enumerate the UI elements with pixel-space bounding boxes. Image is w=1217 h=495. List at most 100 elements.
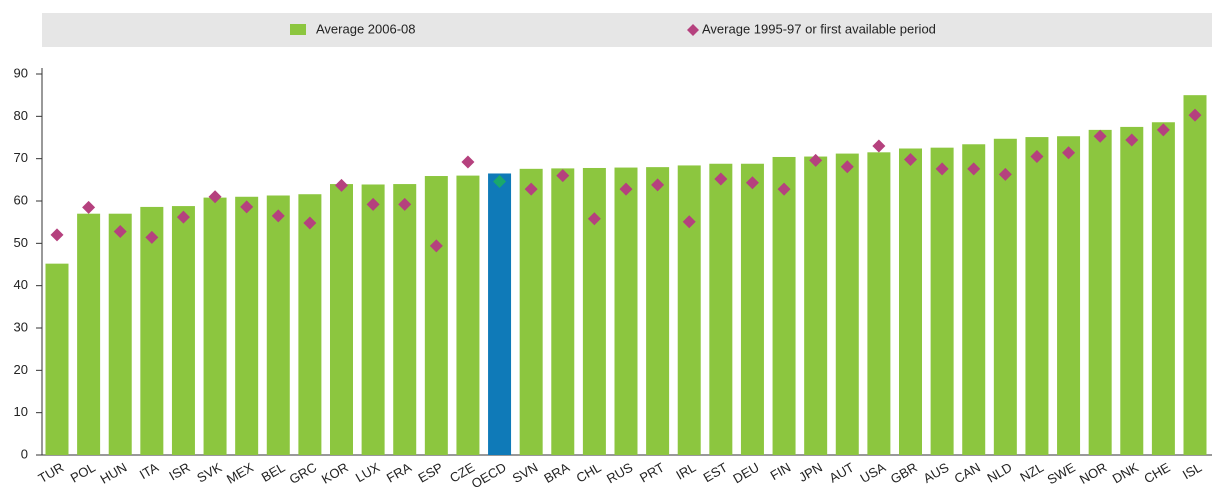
- x-tick-label: OECD: [469, 460, 509, 492]
- x-tick-label: FIN: [768, 460, 794, 483]
- marker: [50, 228, 64, 242]
- bar: [77, 213, 101, 455]
- x-tick-label: ITA: [137, 459, 161, 482]
- x-tick-label: CHL: [574, 460, 604, 486]
- marker: [651, 178, 665, 192]
- marker: [82, 200, 96, 214]
- marker: [1030, 150, 1044, 164]
- x-tick-label: RUS: [604, 459, 636, 486]
- bar: [519, 168, 543, 455]
- x-tick-label: KOR: [319, 460, 351, 487]
- bar: [266, 195, 290, 455]
- bar: [930, 147, 954, 455]
- bar: [614, 167, 638, 455]
- marker: [493, 175, 507, 189]
- y-tick-label: 10: [14, 404, 28, 419]
- marker: [1156, 123, 1170, 137]
- y-tick-label: 60: [14, 192, 28, 207]
- bar: [1088, 129, 1112, 455]
- bar: [298, 194, 322, 455]
- bar: [867, 152, 891, 456]
- x-tick-label: NOR: [1077, 460, 1110, 487]
- x-tick-label: CHE: [1141, 459, 1173, 486]
- bar: [330, 184, 353, 456]
- bar: [140, 206, 164, 455]
- bar: [772, 156, 796, 455]
- marker: [714, 172, 728, 186]
- marker: [619, 182, 633, 196]
- marker: [998, 167, 1012, 181]
- y-tick-label: 0: [21, 446, 28, 461]
- x-tick-label: FRA: [384, 459, 414, 485]
- x-tick-label: AUT: [826, 460, 856, 486]
- bar: [1183, 95, 1207, 456]
- marker: [1188, 108, 1202, 122]
- x-tick-label: EST: [701, 460, 730, 486]
- marker: [967, 162, 981, 176]
- bar: [1057, 136, 1081, 456]
- bar: [1120, 126, 1144, 456]
- bar: [709, 163, 733, 455]
- marker: [524, 182, 538, 196]
- y-tick-label: 70: [14, 150, 28, 165]
- bar: [108, 213, 132, 455]
- x-tick-label: NLD: [985, 460, 1015, 486]
- x-tick-label: ESP: [416, 460, 446, 486]
- x-tick-label: ISR: [166, 460, 192, 484]
- y-tick-label: 30: [14, 319, 28, 334]
- marker: [1093, 129, 1107, 143]
- x-tick-label: SWE: [1045, 459, 1078, 487]
- y-tick-label: 40: [14, 277, 28, 292]
- y-tick-label: 50: [14, 235, 28, 250]
- bar: [488, 173, 512, 455]
- bar: [45, 263, 69, 455]
- x-tick-label: USA: [857, 459, 888, 486]
- x-tick-label: LUX: [353, 459, 383, 485]
- legend-label: Average 2006-08: [316, 21, 416, 36]
- bar: [899, 148, 922, 456]
- marker: [176, 210, 190, 224]
- x-tick-label: AUS: [921, 459, 952, 486]
- bar: [203, 197, 227, 455]
- y-tick-label: 90: [14, 65, 28, 80]
- x-tick-label: TUR: [36, 460, 67, 486]
- marker: [113, 224, 127, 238]
- x-tick-label: DEU: [730, 460, 761, 487]
- bar: [1151, 122, 1175, 455]
- x-tick-label: BRA: [541, 459, 572, 486]
- bar: [1025, 137, 1049, 455]
- marker: [461, 155, 475, 169]
- marker: [682, 215, 696, 229]
- bar: [962, 144, 986, 456]
- marker: [556, 169, 570, 183]
- x-tick-label: NZL: [1017, 460, 1046, 485]
- marker: [1062, 146, 1076, 160]
- x-tick-label: BEL: [259, 460, 288, 485]
- bar: [993, 138, 1017, 455]
- bar: [361, 184, 385, 456]
- bar: [456, 175, 480, 455]
- bar: [740, 163, 764, 455]
- x-tick-label: MEX: [224, 459, 256, 486]
- legend-swatch: [290, 24, 306, 35]
- legend-label: Average 1995-97 or first available perio…: [702, 21, 936, 36]
- x-tick-label: HUN: [98, 460, 130, 487]
- bar: [171, 206, 195, 455]
- marker: [777, 182, 791, 196]
- marker: [303, 216, 317, 230]
- x-tick-label: DNK: [1110, 459, 1142, 486]
- marker: [809, 153, 823, 167]
- bar: [393, 184, 417, 456]
- x-tick-label: ISL: [1180, 460, 1204, 483]
- bar: [424, 176, 448, 456]
- marker: [872, 139, 886, 153]
- marker: [840, 160, 854, 174]
- marker: [366, 197, 380, 211]
- bar: [582, 167, 606, 456]
- marker: [145, 230, 159, 244]
- marker: [208, 190, 222, 204]
- marker: [335, 178, 348, 192]
- bar: [835, 153, 859, 455]
- legend-box: [42, 13, 1212, 47]
